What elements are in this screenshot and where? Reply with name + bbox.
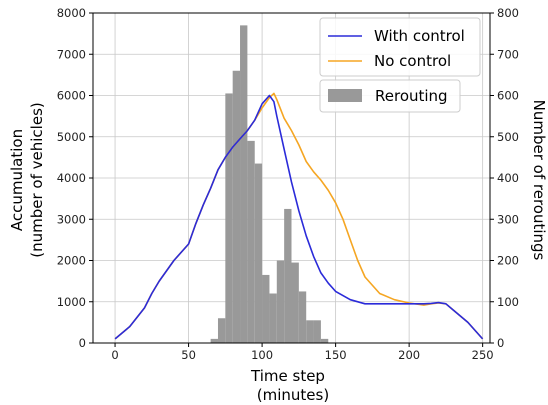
x-axis-label-line1: Time step (250, 367, 325, 385)
rerouting-bar (247, 140, 255, 343)
legend-no-control-label: No control (374, 52, 451, 70)
right-tick-label: 800 (497, 6, 519, 20)
left-tick-label: 4000 (57, 171, 86, 185)
legend-rerouting-swatch (328, 89, 362, 102)
y-axis-label-left-line1: Accumulation (8, 129, 26, 231)
x-tick-label: 200 (398, 348, 420, 362)
left-tick-label: 0 (79, 336, 86, 350)
with-control-line (114, 94, 484, 340)
left-tick-label: 8000 (57, 6, 86, 20)
left-tick-label: 5000 (57, 130, 86, 144)
rerouting-bar (313, 320, 321, 343)
rerouting-bar (217, 318, 226, 343)
rerouting-bar (291, 262, 299, 343)
right-axis-ticks: 0 100 200 300 400 500 600 700 800 (490, 6, 519, 350)
x-tick-label: 50 (181, 348, 196, 362)
x-axis-label-line2: (minutes) (257, 386, 329, 404)
x-tick-label: 150 (325, 348, 347, 362)
rerouting-bars (210, 25, 329, 343)
right-tick-label: 600 (497, 89, 519, 103)
legend-bars: Rerouting (319, 79, 461, 113)
right-tick-label: 200 (497, 254, 519, 268)
x-tick-label: 250 (472, 348, 494, 362)
rerouting-bar (210, 338, 218, 343)
x-tick-label: 0 (111, 348, 118, 362)
right-tick-label: 100 (497, 295, 519, 309)
x-tick-label: 100 (251, 348, 273, 362)
rerouting-bar (262, 274, 270, 343)
rerouting-bar (232, 70, 241, 343)
rerouting-bar (225, 93, 233, 343)
right-tick-label: 700 (497, 47, 519, 61)
legend-with-control-label: With control (374, 27, 465, 45)
y-axis-label-right: Number of reroutings (530, 100, 548, 261)
left-axis-ticks: 0 1000 2000 3000 4000 5000 6000 7000 8000 (57, 6, 93, 350)
left-tick-label: 1000 (57, 295, 86, 309)
right-tick-label: 0 (497, 336, 504, 350)
legend-bars-box (319, 79, 461, 113)
rerouting-bar (306, 320, 314, 343)
left-tick-label: 2000 (57, 254, 86, 268)
series-lines (114, 92, 484, 340)
y-axis-label-left-line2: (number of vehicles) (28, 102, 46, 257)
rerouting-bar (320, 338, 329, 343)
left-tick-label: 6000 (57, 89, 86, 103)
x-axis-ticks: 0 50 100 150 200 250 (111, 343, 494, 362)
left-tick-label: 3000 (57, 212, 86, 226)
rerouting-bar (298, 291, 307, 343)
right-tick-label: 300 (497, 212, 519, 226)
rerouting-bar (276, 260, 285, 343)
rerouting-bar (269, 293, 277, 343)
legend-rerouting-label: Rerouting (375, 87, 448, 105)
right-tick-label: 400 (497, 171, 519, 185)
right-tick-label: 500 (497, 130, 519, 144)
legend-lines: With control No control (319, 17, 481, 77)
rerouting-bar (254, 163, 263, 343)
rerouting-bar (284, 208, 292, 343)
rerouting-bar (240, 25, 248, 343)
left-tick-label: 7000 (57, 47, 86, 61)
